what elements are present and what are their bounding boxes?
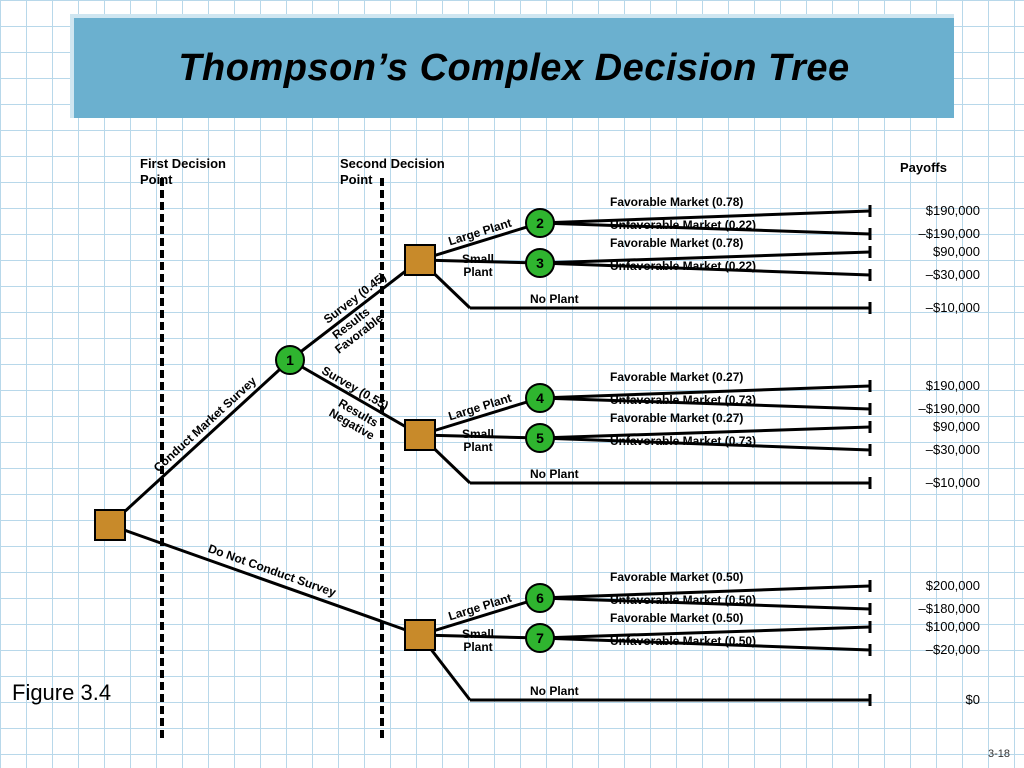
header-second-decision: Second DecisionPoint: [340, 156, 460, 187]
page-number: 3-18: [988, 748, 1010, 760]
payoff-value: –$20,000: [900, 642, 980, 657]
header-payoffs: Payoffs: [900, 160, 947, 176]
chance-node-3: 3: [525, 248, 555, 278]
payoff-value: $90,000: [900, 244, 980, 259]
label-small-plant-1: SmallPlant: [462, 428, 494, 453]
second-decision-line: [380, 178, 384, 738]
title-banner: Thompson’s Complex Decision Tree: [70, 14, 954, 118]
page-title: Thompson’s Complex Decision Tree: [178, 47, 849, 90]
outcome-label: Unfavorable Market (0.22): [610, 259, 756, 273]
payoff-value: –$30,000: [900, 267, 980, 282]
header-first-decision: First DecisionPoint: [140, 156, 240, 187]
outcome-label-no-plant: No Plant: [530, 467, 579, 481]
outcome-label: Unfavorable Market (0.22): [610, 218, 756, 232]
outcome-label: Unfavorable Market (0.50): [610, 634, 756, 648]
outcome-label: Unfavorable Market (0.50): [610, 593, 756, 607]
payoff-value: $0: [900, 692, 980, 707]
outcome-label: Favorable Market (0.27): [610, 411, 743, 425]
root-decision-node: [94, 509, 126, 541]
payoff-value: $100,000: [900, 619, 980, 634]
payoff-value: –$10,000: [900, 300, 980, 315]
label-small-plant-2: SmallPlant: [462, 628, 494, 653]
outcome-label: Unfavorable Market (0.73): [610, 393, 756, 407]
outcome-label: Favorable Market (0.78): [610, 236, 743, 250]
payoff-value: $200,000: [900, 578, 980, 593]
payoff-value: –$190,000: [900, 226, 980, 241]
payoff-value: $190,000: [900, 378, 980, 393]
payoff-value: –$30,000: [900, 442, 980, 457]
outcome-label: Unfavorable Market (0.73): [610, 434, 756, 448]
outcome-label: Favorable Market (0.50): [610, 570, 743, 584]
outcome-label: Favorable Market (0.78): [610, 195, 743, 209]
chance-node-7: 7: [525, 623, 555, 653]
payoff-value: –$10,000: [900, 475, 980, 490]
payoff-value: $90,000: [900, 419, 980, 434]
outcome-label-no-plant: No Plant: [530, 684, 579, 698]
chance-node-5: 5: [525, 423, 555, 453]
outcome-label: Favorable Market (0.27): [610, 370, 743, 384]
label-small-plant-0: SmallPlant: [462, 253, 494, 278]
payoff-value: $190,000: [900, 203, 980, 218]
figure-label: Figure 3.4: [12, 680, 111, 706]
outcome-label-no-plant: No Plant: [530, 292, 579, 306]
outcome-label: Favorable Market (0.50): [610, 611, 743, 625]
payoff-value: –$180,000: [900, 601, 980, 616]
payoff-value: –$190,000: [900, 401, 980, 416]
